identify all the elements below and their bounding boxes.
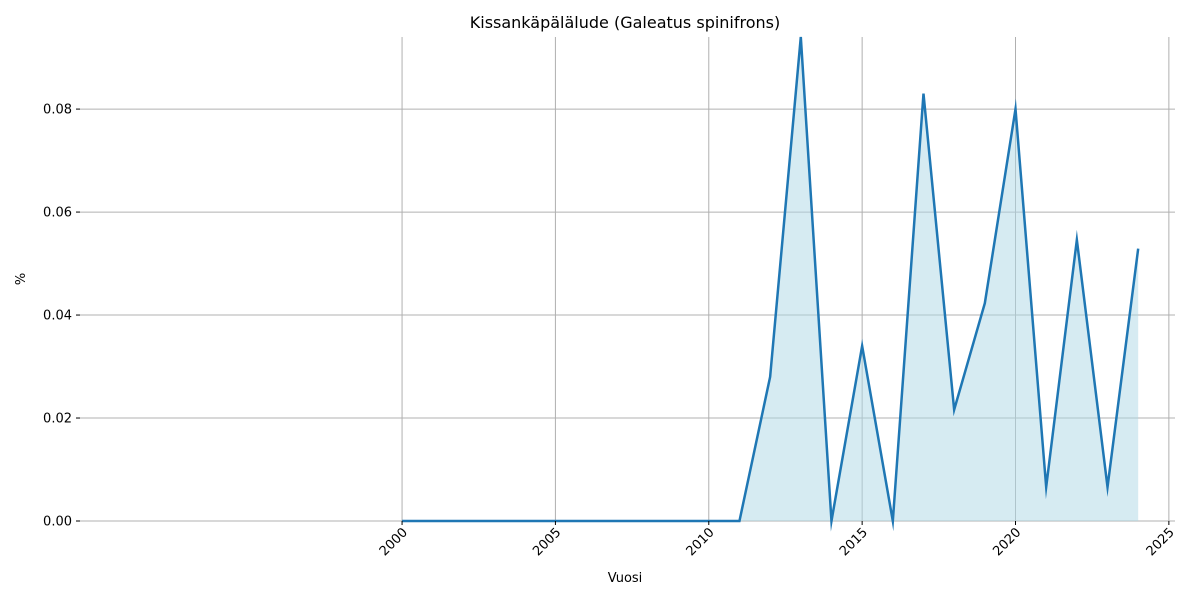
y-tick-label: 0.04 bbox=[43, 309, 72, 324]
x-tick-label: 2020 bbox=[990, 525, 1024, 559]
y-tick-label: 0.08 bbox=[43, 103, 72, 118]
x-tick-label: 2000 bbox=[377, 525, 411, 559]
grid bbox=[80, 37, 1175, 522]
x-tick-label: 2010 bbox=[684, 525, 718, 559]
x-axis-label: Vuosi bbox=[608, 571, 643, 586]
x-tick-label: 2005 bbox=[530, 525, 564, 559]
line-layer bbox=[402, 36, 1140, 532]
y-axis-label: % bbox=[14, 273, 29, 285]
x-tick-label: 2015 bbox=[837, 525, 871, 559]
area-fill-layer bbox=[402, 37, 1139, 521]
x-tick-label: 2025 bbox=[1144, 525, 1178, 559]
y-tick-label: 0.02 bbox=[43, 412, 72, 427]
y-tick-label: 0.06 bbox=[43, 206, 72, 221]
series-line bbox=[402, 36, 1140, 532]
chart-title: Kissankäpälälude (Galeatus spinifrons) bbox=[470, 13, 781, 32]
series-area-fill bbox=[402, 37, 1139, 521]
y-tick-label: 0.00 bbox=[43, 515, 72, 530]
